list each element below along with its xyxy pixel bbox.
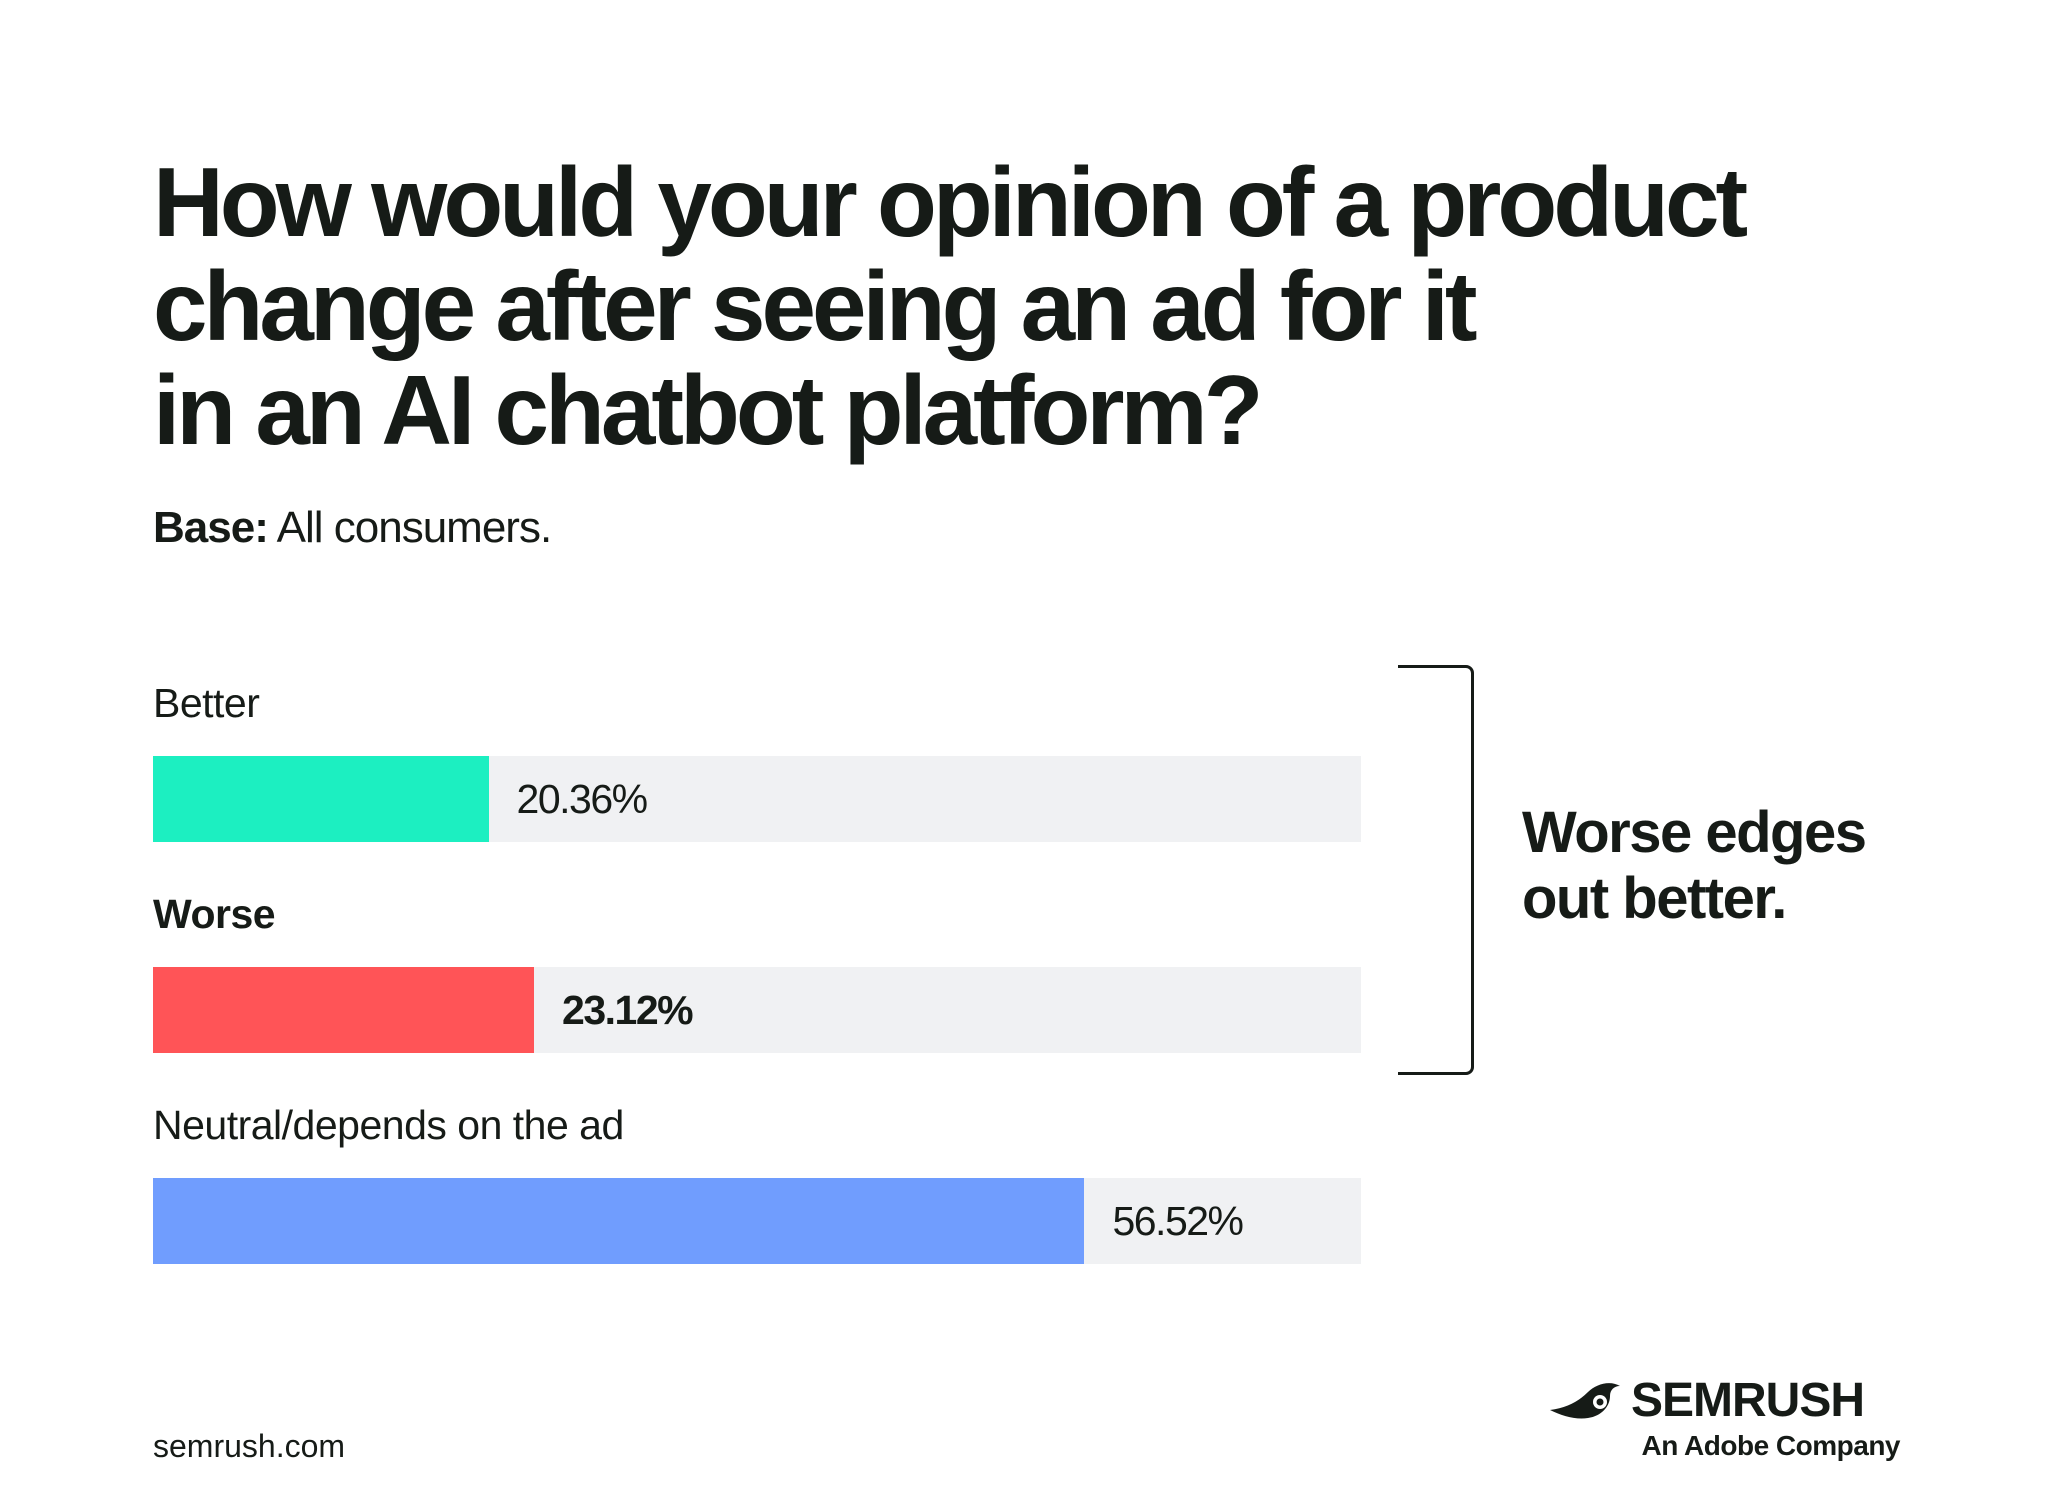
title-line: change after seeing an ad for it (153, 251, 1478, 361)
comparison-bracket (1398, 665, 1474, 1075)
base-text: All consumers. (267, 503, 553, 552)
semrush-comet-icon (1550, 1383, 1620, 1419)
bar-track: 23.12% (153, 967, 1361, 1053)
bar-track: 56.52% (153, 1178, 1361, 1264)
bar-value-label: 56.52% (1112, 1198, 1244, 1244)
semrush-logo: SEMRUSH An Adobe Company (1548, 1372, 1900, 1472)
bar-category-label: Neutral/depends on the ad (153, 1102, 624, 1148)
logo-subtitle: An Adobe Company (1641, 1430, 1900, 1461)
bar (153, 1178, 1085, 1264)
bar-value-label: 20.36% (516, 776, 649, 822)
annotation-text: Worse edges out better. (1522, 800, 1867, 931)
bar-value-label: 23.12% (562, 987, 694, 1033)
bar-category-label: Worse (153, 891, 276, 937)
bar-track: 20.36% (153, 756, 1361, 842)
base-label: Base: (153, 503, 269, 552)
bar (153, 756, 489, 842)
title-line: in an AI chatbot platform? (153, 355, 1263, 465)
base-note: Base: All consumers. (153, 500, 553, 556)
title-line: How would your opinion of a product (153, 147, 1748, 257)
footer-url: semrush.com (153, 1428, 346, 1464)
chart-title: How would your opinion of a product chan… (153, 150, 1933, 462)
bar (153, 967, 535, 1053)
semrush-wordmark: SEMRUSH (1631, 1374, 1865, 1427)
bar-category-label: Better (153, 680, 260, 726)
